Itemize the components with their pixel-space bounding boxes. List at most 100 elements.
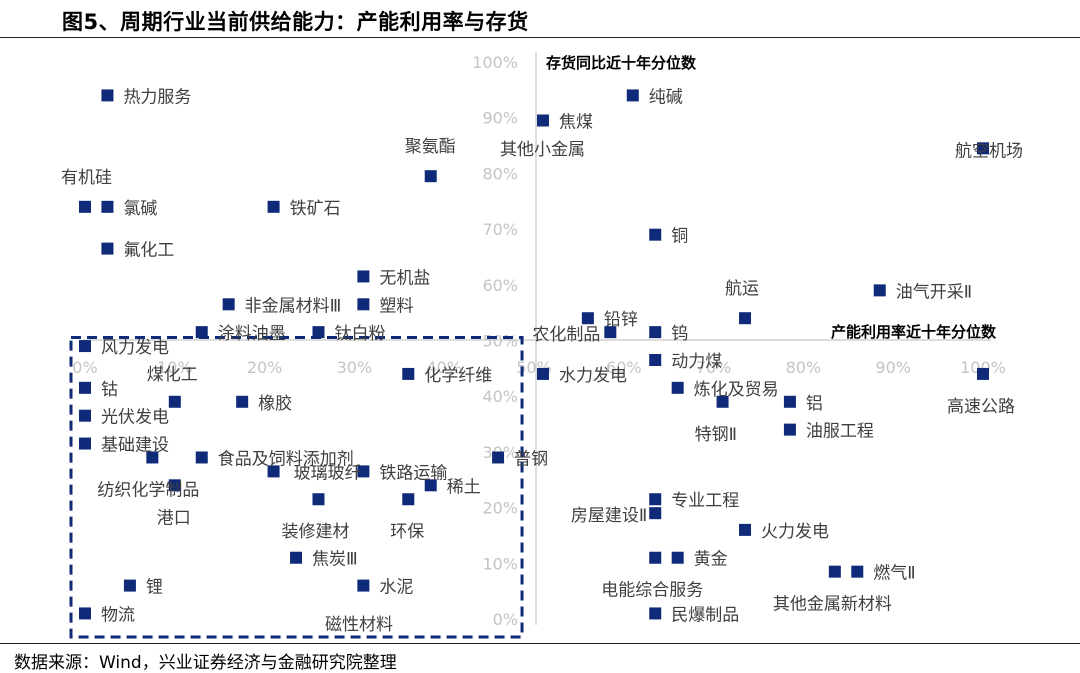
source-note: 数据来源：Wind，兴业证券经济与金融研究院整理 (14, 653, 397, 673)
x-tick-label: 10% (157, 358, 193, 377)
data-point-marker (671, 381, 684, 394)
x-tick-label: 60% (606, 358, 642, 377)
data-point-label: 特钢Ⅱ (695, 425, 737, 445)
data-point-marker (873, 284, 886, 297)
data-point-label: 油气开采Ⅱ (896, 282, 972, 302)
data-point-marker (716, 395, 729, 408)
data-point-label: 其他小金属 (500, 140, 585, 160)
data-point-marker (79, 381, 91, 394)
data-point-marker (168, 479, 181, 492)
data-point-marker (402, 493, 415, 506)
data-point-label: 玻璃玻纤 (294, 463, 362, 483)
data-point-label: 纯碱 (649, 87, 683, 107)
data-point-label: 风力发电 (101, 338, 169, 358)
title-divider (0, 37, 1080, 38)
data-point-label: 光伏发电 (101, 408, 169, 428)
y-tick-label: 100% (472, 53, 518, 72)
data-point-label: 航空机场 (955, 141, 1023, 161)
data-point-label: 民爆制品 (671, 605, 739, 625)
data-point-label: 焦炭Ⅲ (312, 550, 358, 570)
data-point-label: 化学纤维 (424, 366, 492, 386)
data-point-label: 非金属材料Ⅲ (245, 296, 342, 316)
data-point-marker (357, 465, 370, 478)
x-tick-label: 40% (426, 358, 462, 377)
data-point-label: 食品及饲料添加剂 (218, 449, 354, 469)
data-point-marker (492, 451, 505, 464)
y-tick-label: 20% (482, 499, 518, 518)
data-point-label: 铝 (806, 394, 823, 414)
data-point-marker (649, 493, 662, 506)
data-point-marker (977, 142, 989, 155)
data-point-marker (828, 565, 841, 578)
data-point-marker (604, 326, 617, 339)
data-point-label: 涂料油墨 (218, 324, 286, 344)
data-point-marker (739, 312, 752, 325)
y-tick-label: 10% (482, 554, 518, 573)
highlight-dashed-box (69, 336, 524, 639)
data-point-marker (649, 607, 662, 620)
y-tick-label: 40% (482, 387, 518, 406)
data-point-marker (101, 242, 114, 255)
data-point-label: 环保 (390, 522, 424, 542)
data-point-label: 聚氨酯 (405, 137, 456, 157)
data-point-marker (739, 523, 752, 536)
data-point-marker (536, 114, 549, 127)
data-point-marker (357, 298, 370, 311)
data-point-label: 有机硅 (61, 168, 112, 188)
data-point-marker (424, 479, 437, 492)
data-point-label: 航运 (725, 279, 759, 299)
y-tick-label: 90% (482, 109, 518, 128)
data-point-marker (649, 326, 662, 339)
data-point-marker (123, 579, 136, 592)
data-point-marker (101, 89, 114, 102)
data-point-label: 塑料 (379, 296, 413, 316)
data-point-label: 热力服务 (123, 87, 191, 107)
data-point-label: 铜 (671, 227, 688, 247)
data-point-label: 港口 (157, 508, 191, 528)
x-axis-title: 产能利用率近十年分位数 (831, 323, 997, 341)
x-tick-label: 0% (72, 358, 97, 377)
y-tick-label: 0% (493, 610, 518, 629)
data-point-marker (649, 353, 662, 366)
data-point-label: 炼化及贸易 (694, 380, 779, 400)
data-point-label: 铅锌 (604, 310, 638, 330)
data-point-marker (236, 395, 249, 408)
data-point-label: 水泥 (379, 578, 413, 598)
data-point-marker (79, 340, 91, 353)
markers (79, 89, 989, 620)
data-point-marker (79, 409, 91, 422)
data-point-marker (146, 451, 159, 464)
axes: 0% 10% 20% 30% 40% 50% 60% 70% 80% 90% 100% 0% 10% 20… (72, 52, 1006, 629)
data-point-label: 焦煤 (559, 112, 593, 132)
x-tick-label: 80% (786, 358, 822, 377)
x-tick-label: 20% (247, 358, 283, 377)
data-point-marker (649, 507, 662, 520)
data-point-marker (671, 551, 684, 564)
data-point-marker (195, 451, 208, 464)
data-point-marker (626, 89, 639, 102)
data-point-label: 锂 (146, 578, 163, 598)
chart-title: 图5、周期行业当前供给能力：产能利用率与存货 (62, 10, 529, 34)
data-point-marker (581, 312, 594, 325)
x-tick-label: 100% (960, 358, 1006, 377)
y-tick-label: 70% (482, 220, 518, 239)
data-point-marker (79, 437, 91, 450)
data-point-marker (79, 607, 91, 620)
data-point-label: 钛白粉 (334, 324, 385, 344)
data-point-marker (195, 326, 208, 339)
data-point-label: 燃气Ⅱ (873, 564, 915, 584)
data-point-marker (79, 200, 91, 213)
scatter-chart: 0% 10% 20% 30% 40% 50% 60% 70% 80% 90% 100% 0% 10% 20… (61, 52, 1023, 639)
data-point-label: 稀土 (447, 477, 481, 497)
data-point-marker (267, 200, 280, 213)
data-point-label: 火力发电 (761, 522, 829, 542)
y-axis-title: 存货同比近十年分位数 (546, 54, 697, 72)
highlight-box-layer (69, 336, 524, 639)
data-point-marker (312, 493, 325, 506)
y-tick-label: 50% (482, 332, 518, 351)
x-tick-label: 90% (875, 358, 911, 377)
data-point-marker (536, 367, 549, 380)
data-point-label: 电能综合服务 (601, 581, 703, 601)
data-point-label: 高速公路 (947, 397, 1015, 417)
